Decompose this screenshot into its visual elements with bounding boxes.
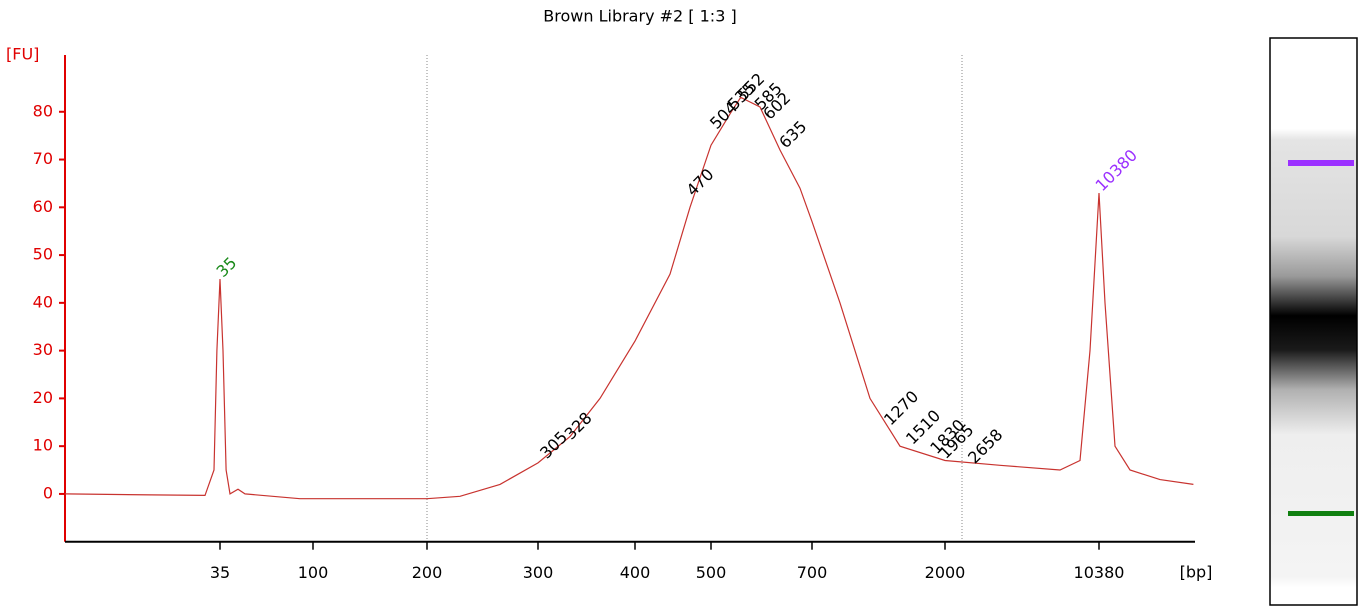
y-tick-label: 50 bbox=[33, 245, 53, 264]
y-tick-label: 80 bbox=[33, 101, 53, 120]
x-tick-label: 200 bbox=[412, 563, 443, 582]
gel-frame bbox=[1269, 37, 1358, 606]
y-tick-label: 30 bbox=[33, 340, 53, 359]
x-tick-label: 300 bbox=[523, 563, 554, 582]
y-tick-label: 20 bbox=[33, 388, 53, 407]
x-tick-label: 35 bbox=[210, 563, 230, 582]
upper-marker-band bbox=[1288, 160, 1354, 166]
x-tick-label: 400 bbox=[620, 563, 651, 582]
x-tick-label: 700 bbox=[797, 563, 828, 582]
x-tick-label: 500 bbox=[696, 563, 727, 582]
y-tick-label: 0 bbox=[43, 483, 53, 502]
gel-lane bbox=[1269, 37, 1358, 606]
y-tick-label: 60 bbox=[33, 197, 53, 216]
lower-marker-band bbox=[1288, 511, 1354, 516]
x-tick-label: 2000 bbox=[925, 563, 966, 582]
chart-title: Brown Library #2 [ 1:3 ] bbox=[543, 7, 736, 26]
peak-label: 635 bbox=[775, 117, 810, 152]
x-tick-label: 10380 bbox=[1074, 563, 1125, 582]
y-axis-label: [FU] bbox=[6, 45, 39, 64]
y-tick-label: 40 bbox=[33, 292, 53, 311]
x-axis-label: [bp] bbox=[1180, 563, 1213, 582]
y-tick-label: 10 bbox=[33, 436, 53, 455]
trace bbox=[64, 96, 1194, 500]
peak-label: 35 bbox=[213, 253, 241, 281]
peak-label: 10380 bbox=[1092, 146, 1141, 195]
y-tick-label: 70 bbox=[33, 149, 53, 168]
x-tick-label: 100 bbox=[298, 563, 329, 582]
peak-label: 470 bbox=[683, 165, 718, 200]
